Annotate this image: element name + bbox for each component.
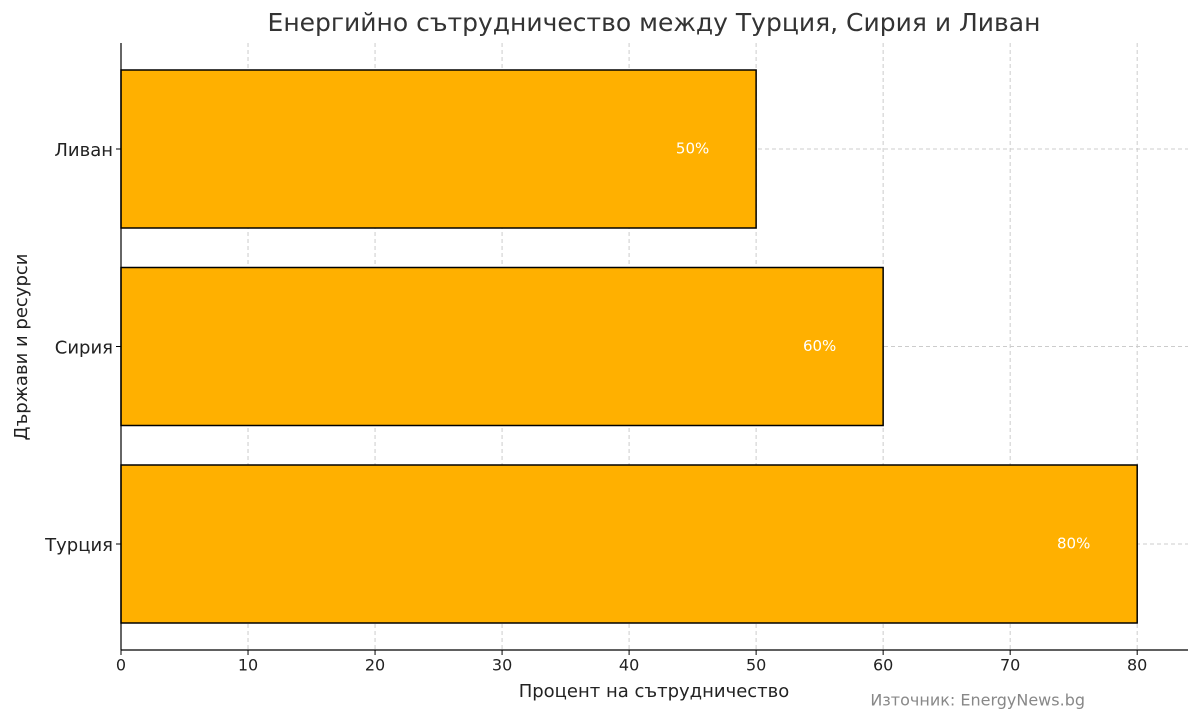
x-tick-label: 0	[116, 656, 126, 675]
x-tick-label: 70	[1000, 656, 1020, 675]
x-tick-label: 20	[365, 656, 385, 675]
x-tick-label: 40	[619, 656, 639, 675]
bar	[120, 69, 757, 229]
value-label: 50%	[676, 140, 709, 158]
bar	[120, 464, 1138, 624]
y-tick-label: Турция	[44, 535, 113, 556]
source-note: Източник: EnergyNews.bg	[870, 691, 1085, 710]
y-tick-label: Ливан	[54, 140, 113, 161]
chart-title: Енергийно сътрудничество между Турция, С…	[268, 8, 1041, 37]
x-axis-label: Процент на сътрудничество	[519, 681, 790, 702]
bar	[120, 266, 884, 427]
x-tick-label: 50	[746, 656, 766, 675]
value-label: 60%	[803, 337, 836, 355]
y-tick-label: Сирия	[55, 338, 113, 359]
y-axis-label: Държави и ресурси	[11, 254, 32, 441]
x-tick-label: 10	[238, 656, 258, 675]
x-tick-label: 60	[873, 656, 893, 675]
x-tick-label: 30	[492, 656, 512, 675]
value-label: 80%	[1057, 535, 1090, 553]
x-tick-label: 80	[1127, 656, 1147, 675]
